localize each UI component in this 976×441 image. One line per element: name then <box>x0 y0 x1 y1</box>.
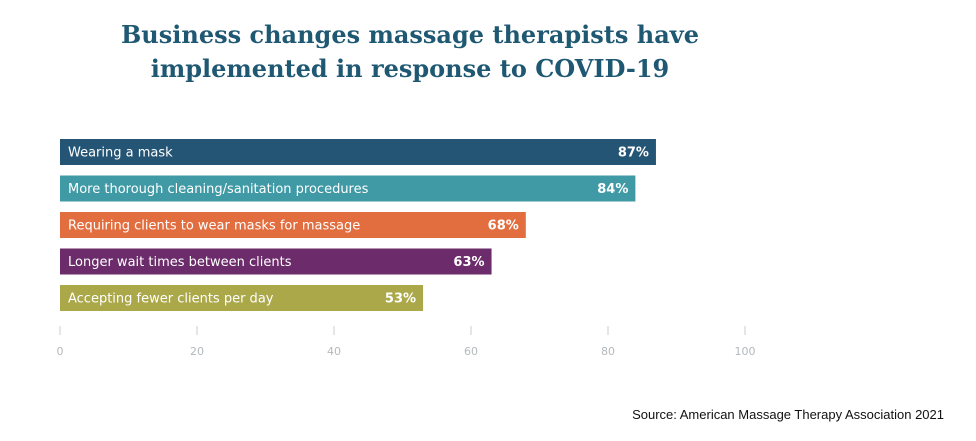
bar-category-label: Longer wait times between clients <box>68 255 292 270</box>
bar-category-label: More thorough cleaning/sanitation proced… <box>68 182 369 197</box>
bar <box>60 212 526 238</box>
chart-title-line-2: implemented in response to COVID-19 <box>150 54 670 83</box>
x-tick-label: 0 <box>57 345 64 358</box>
bar <box>60 175 636 202</box>
chart-title: Business changes massage therapists have… <box>0 18 820 86</box>
bar-category-label: Requiring clients to wear masks for mass… <box>68 219 360 234</box>
x-tick-label: 60 <box>464 345 478 358</box>
bar-value-label: 84% <box>597 182 628 197</box>
bar-value-label: 87% <box>618 146 649 161</box>
x-tick-label: 40 <box>327 345 341 358</box>
bar-value-label: 63% <box>453 255 484 270</box>
bar <box>60 285 424 311</box>
bar-category-label: Accepting fewer clients per day <box>68 292 274 307</box>
bar <box>60 248 492 275</box>
chart-title-line-1: Business changes massage therapists have <box>121 20 699 49</box>
bar-value-label: 68% <box>488 219 519 234</box>
source-note: Source: American Massage Therapy Associa… <box>632 407 944 422</box>
x-tick-label: 80 <box>601 345 615 358</box>
bar <box>60 139 656 165</box>
bar-value-label: 53% <box>385 292 416 307</box>
bar-category-label: Wearing a mask <box>68 146 173 161</box>
x-tick-label: 20 <box>190 345 204 358</box>
x-tick-label: 100 <box>735 345 756 358</box>
